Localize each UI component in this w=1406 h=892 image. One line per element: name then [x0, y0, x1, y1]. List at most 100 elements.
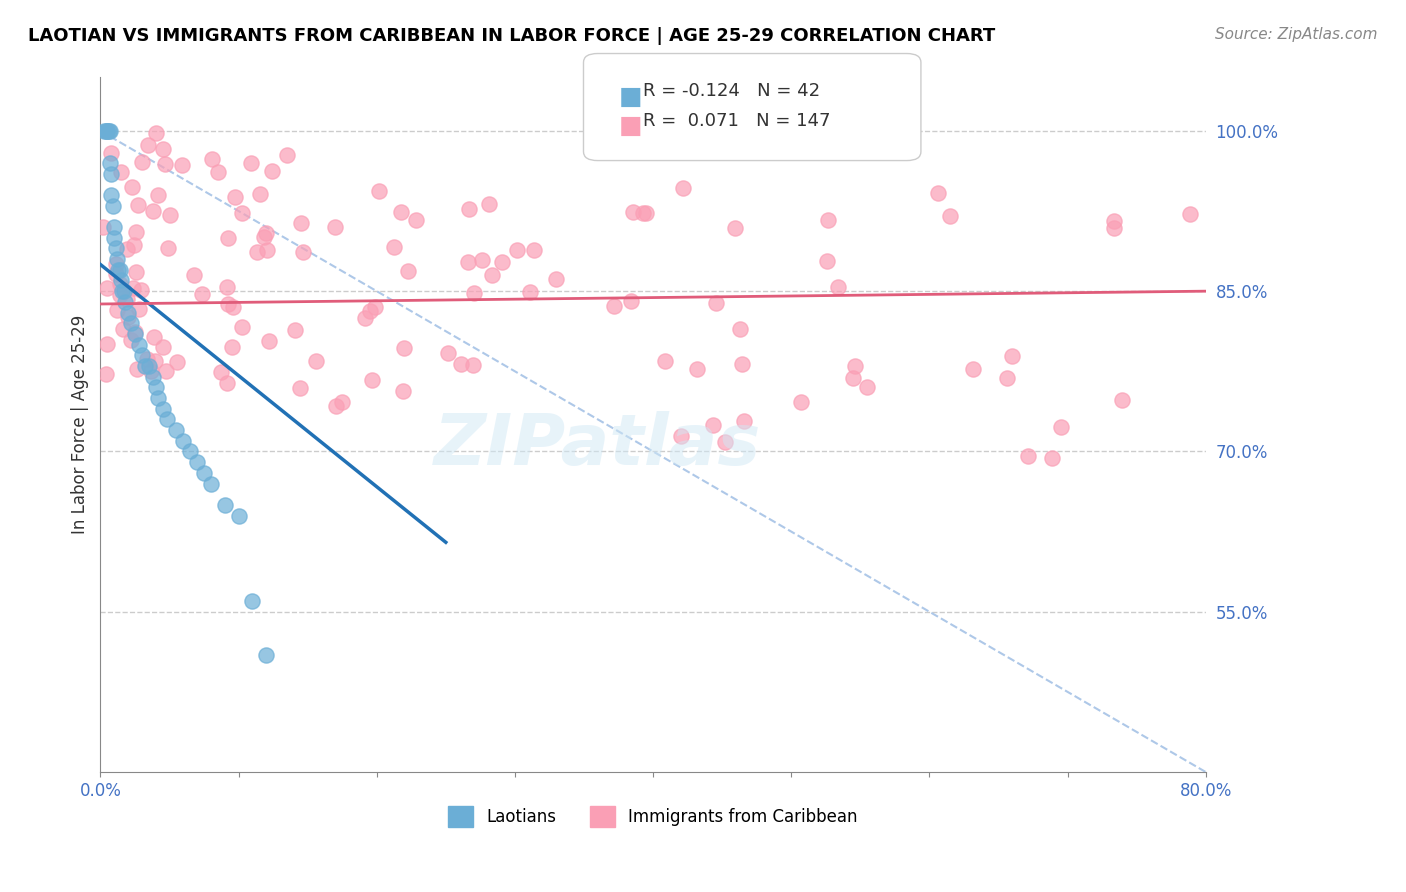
Point — [458, 202, 481, 216]
Point — [291, 245, 314, 260]
Point — [396, 264, 419, 278]
Point — [382, 240, 405, 254]
Point — [217, 297, 239, 311]
Point — [159, 208, 181, 222]
Point — [217, 231, 239, 245]
Point — [789, 395, 811, 409]
Point — [108, 262, 131, 277]
Point — [1000, 349, 1022, 363]
Legend: Laotians, Immigrants from Caribbean: Laotians, Immigrants from Caribbean — [441, 799, 865, 833]
Point — [138, 359, 160, 373]
Point — [1240, 343, 1263, 357]
Point — [323, 219, 346, 234]
Point — [166, 355, 188, 369]
Point — [98, 124, 121, 138]
Point — [231, 320, 253, 334]
Point — [1308, 248, 1330, 262]
Point — [290, 216, 312, 230]
Point — [156, 412, 179, 426]
Point — [1178, 207, 1201, 221]
Point — [231, 206, 253, 220]
Point — [714, 435, 737, 450]
Point — [127, 362, 149, 376]
Point — [222, 300, 245, 314]
Point — [1040, 450, 1063, 465]
Point — [330, 395, 353, 409]
Point — [96, 124, 118, 138]
Point — [621, 205, 644, 219]
Point — [134, 359, 156, 373]
Point — [145, 380, 167, 394]
Point — [506, 243, 529, 257]
Point — [461, 359, 484, 373]
Point — [186, 455, 208, 469]
Point — [183, 268, 205, 282]
Point — [249, 187, 271, 202]
Point — [110, 165, 132, 179]
Point — [131, 348, 153, 362]
Point — [654, 354, 676, 368]
Point — [142, 369, 165, 384]
Point — [1378, 374, 1400, 388]
Point — [364, 300, 387, 314]
Point — [844, 359, 866, 373]
Point — [1017, 449, 1039, 463]
Point — [155, 364, 177, 378]
Point — [104, 241, 127, 255]
Point — [136, 352, 159, 367]
Point — [636, 206, 658, 220]
Point — [731, 357, 754, 371]
Text: ■: ■ — [619, 114, 643, 138]
Point — [114, 294, 136, 309]
Point — [93, 124, 115, 138]
Point — [481, 268, 503, 282]
Point — [153, 157, 176, 171]
Point — [100, 167, 122, 181]
Point — [93, 219, 115, 234]
Point — [142, 330, 165, 344]
Point — [100, 188, 122, 202]
Point — [602, 300, 624, 314]
Text: R = -0.124   N = 42: R = -0.124 N = 42 — [643, 82, 820, 100]
Point — [260, 164, 283, 178]
Point — [817, 213, 839, 227]
Point — [305, 354, 328, 368]
Point — [215, 280, 238, 294]
Point — [117, 310, 139, 325]
Point — [136, 138, 159, 153]
Point — [165, 423, 187, 437]
Point — [120, 333, 142, 347]
Point — [111, 284, 134, 298]
Point — [702, 417, 724, 432]
Point — [544, 272, 567, 286]
Point — [389, 204, 412, 219]
Point — [962, 361, 984, 376]
Point — [686, 361, 709, 376]
Point — [103, 231, 125, 245]
Y-axis label: In Labor Force | Age 25-29: In Labor Force | Age 25-29 — [72, 315, 89, 534]
Point — [724, 221, 747, 235]
Point — [471, 253, 494, 268]
Point — [519, 285, 541, 299]
Point — [129, 283, 152, 297]
Point — [172, 158, 194, 172]
Point — [107, 262, 129, 277]
Point — [96, 281, 118, 295]
Point — [209, 365, 232, 379]
Point — [669, 429, 692, 443]
Point — [367, 184, 389, 198]
Point — [1343, 372, 1365, 386]
Point — [128, 301, 150, 316]
Point — [1346, 381, 1368, 395]
Point — [450, 357, 472, 371]
Point — [122, 281, 145, 295]
Point — [491, 255, 513, 269]
Point — [620, 294, 643, 309]
Point — [120, 316, 142, 330]
Point — [240, 594, 263, 608]
Point — [105, 252, 128, 266]
Point — [360, 373, 382, 387]
Point — [256, 243, 278, 257]
Point — [128, 337, 150, 351]
Point — [1049, 419, 1071, 434]
